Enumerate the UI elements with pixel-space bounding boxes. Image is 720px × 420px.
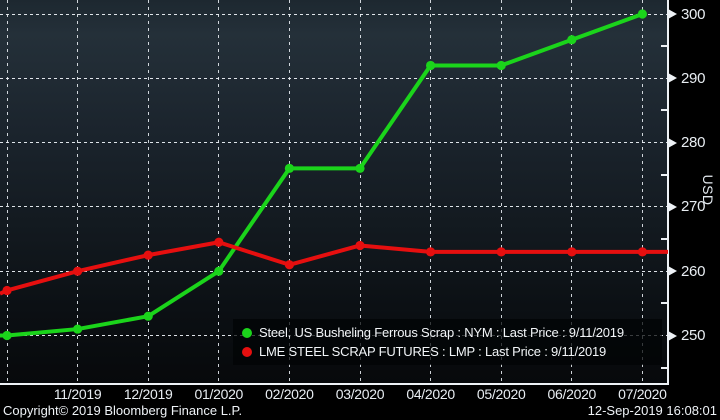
- y-minor-tick: [661, 173, 668, 176]
- timestamp-text: 12-Sep-2019 16:08:01: [587, 403, 717, 418]
- gridline-vertical: [571, 0, 573, 383]
- y-minor-tick: [661, 366, 668, 369]
- y-minor-tick: [661, 238, 668, 241]
- gridline-vertical: [147, 0, 149, 383]
- gridline-vertical: [218, 0, 220, 383]
- gridline-horizontal: [0, 270, 668, 272]
- data-point: [73, 324, 83, 334]
- gridline-horizontal: [0, 77, 668, 79]
- x-tick-label: 01/2020: [194, 386, 244, 402]
- data-point: [143, 250, 153, 260]
- x-tick-label: 06/2020: [547, 386, 597, 402]
- x-tick-label: 03/2020: [335, 386, 385, 402]
- legend: Steel, US Busheling Ferrous Scrap : NYM …: [233, 319, 662, 365]
- legend-dot-icon: [242, 346, 252, 357]
- x-tick-label: 05/2020: [476, 386, 526, 402]
- data-point: [567, 247, 577, 257]
- y-minor-tick: [661, 109, 668, 112]
- data-point: [637, 247, 648, 257]
- data-point: [284, 260, 294, 270]
- y-tick-arrow-icon: [668, 73, 677, 84]
- data-point: [284, 163, 294, 173]
- gridline-vertical: [641, 0, 643, 383]
- series-line-1: [0, 240, 668, 296]
- x-tick-label: 02/2020: [265, 386, 314, 402]
- legend-item-1[interactable]: LME STEEL SCRAP FUTURES : LMP : Last Pri…: [242, 343, 662, 360]
- y-minor-tick: [661, 302, 668, 305]
- data-point: [2, 330, 12, 341]
- data-point: [2, 285, 12, 296]
- x-tick-label: 11/2019: [53, 386, 102, 402]
- plot-area[interactable]: Steel, US Busheling Ferrous Scrap : NYM …: [0, 0, 668, 384]
- gridline-vertical: [288, 0, 290, 383]
- y-tick-arrow-icon: [668, 137, 677, 148]
- x-tick-label: 12/2019: [123, 386, 173, 402]
- data-point: [214, 237, 224, 247]
- y-tick-label: 270: [681, 198, 706, 216]
- legend-dot-icon: [242, 327, 252, 338]
- data-point: [73, 266, 83, 276]
- data-point: [143, 311, 153, 321]
- gridline-vertical: [500, 0, 502, 383]
- gridline-vertical: [359, 0, 361, 383]
- series-line-0: [0, 12, 644, 338]
- data-point: [496, 60, 506, 71]
- data-point: [426, 60, 436, 71]
- gridline-vertical: [6, 0, 8, 383]
- y-axis-line: [667, 0, 669, 384]
- y-tick-arrow-icon: [668, 266, 677, 277]
- gridline-vertical: [77, 0, 79, 383]
- data-point: [355, 163, 365, 173]
- y-tick-arrow-icon: [668, 9, 677, 19]
- gridline-vertical: [430, 0, 432, 383]
- legend-label: Steel, US Busheling Ferrous Scrap : NYM …: [259, 325, 624, 340]
- chart-canvas: [0, 9, 668, 341]
- gridline-horizontal: [0, 142, 668, 144]
- data-point: [355, 240, 365, 251]
- legend-item-0[interactable]: Steel, US Busheling Ferrous Scrap : NYM …: [242, 324, 662, 341]
- y-tick-label: 300: [681, 5, 706, 23]
- y-tick-label: 290: [681, 69, 706, 87]
- x-tick-label: 07/2020: [618, 386, 667, 402]
- copyright-text: Copyright© 2019 Bloomberg Finance L.P.: [3, 403, 243, 418]
- gridline-horizontal: [0, 13, 668, 15]
- data-point: [567, 35, 577, 45]
- x-tick-label: 04/2020: [406, 386, 455, 402]
- data-point: [496, 247, 506, 257]
- y-tick-label: 280: [681, 134, 706, 152]
- data-point: [214, 266, 224, 276]
- legend-label: LME STEEL SCRAP FUTURES : LMP : Last Pri…: [259, 344, 607, 359]
- y-minor-tick: [661, 45, 668, 48]
- gridline-horizontal: [0, 206, 668, 208]
- y-tick-arrow-icon: [668, 201, 677, 212]
- data-point: [637, 9, 648, 19]
- x-axis-line: [0, 383, 669, 385]
- y-tick-label: 250: [681, 327, 706, 344]
- data-point: [426, 247, 436, 257]
- y-tick-arrow-icon: [668, 330, 677, 341]
- y-tick-label: 260: [681, 262, 706, 280]
- y-axis-title: USD: [700, 174, 716, 206]
